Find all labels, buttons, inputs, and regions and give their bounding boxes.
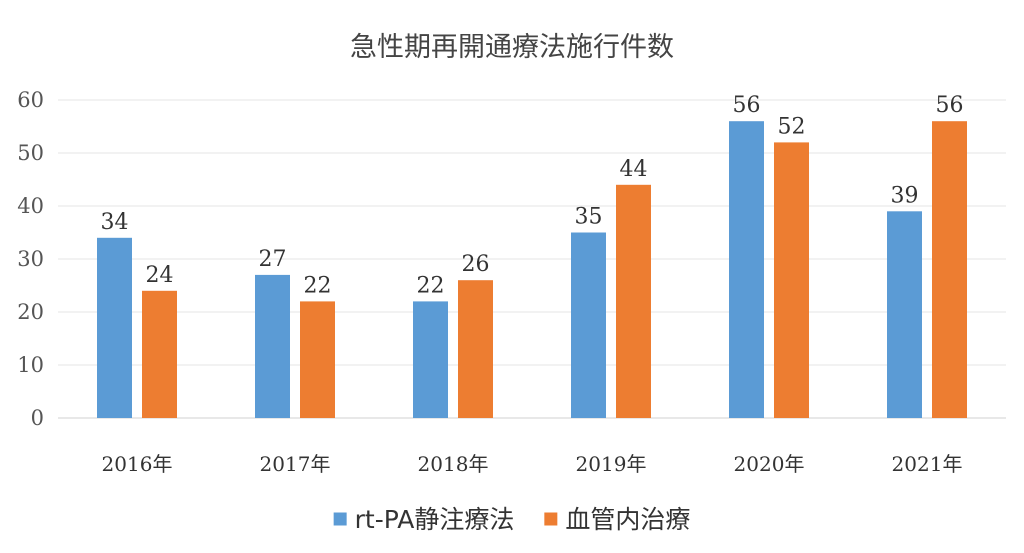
y-tick-label: 0 bbox=[31, 406, 44, 430]
data-label: 22 bbox=[304, 273, 332, 298]
y-axis-ticks: 0 10 20 30 40 50 60 bbox=[17, 88, 44, 430]
legend-item: rt-PA静注療法 bbox=[333, 505, 515, 534]
bar bbox=[729, 121, 764, 418]
bar bbox=[887, 211, 922, 418]
data-label: 27 bbox=[259, 247, 287, 272]
y-tick-label: 20 bbox=[17, 300, 44, 324]
data-label: 52 bbox=[778, 114, 806, 139]
chart-title: 急性期再開通療法施行件数 bbox=[350, 32, 674, 63]
bar bbox=[774, 142, 809, 418]
y-tick-label: 50 bbox=[17, 141, 44, 165]
legend-label: rt-PA静注療法 bbox=[355, 505, 515, 534]
bar bbox=[616, 184, 651, 418]
data-label: 35 bbox=[575, 205, 603, 230]
x-category-label: 2017年 bbox=[260, 452, 331, 476]
legend-label: 血管内治療 bbox=[565, 505, 690, 534]
y-tick-label: 30 bbox=[17, 247, 44, 271]
bar bbox=[571, 232, 606, 418]
data-label: 24 bbox=[146, 263, 174, 288]
x-axis-categories: 2016年 2017年 2018年 2019年 2020年 2021年 bbox=[102, 452, 963, 476]
data-label: 56 bbox=[733, 93, 761, 118]
data-labels: 34 24 27 22 22 26 35 44 56 52 39 56 bbox=[101, 93, 964, 298]
bar bbox=[458, 280, 493, 418]
data-label: 22 bbox=[417, 273, 445, 298]
bar bbox=[300, 301, 335, 418]
bar bbox=[255, 274, 290, 418]
bar bbox=[413, 301, 448, 418]
legend-item: 血管内治療 bbox=[544, 505, 690, 534]
gridlines bbox=[58, 99, 1006, 419]
y-tick-label: 60 bbox=[17, 88, 44, 112]
x-category-label: 2020年 bbox=[734, 452, 805, 476]
bar bbox=[142, 290, 177, 418]
bar bbox=[97, 237, 132, 418]
data-label: 39 bbox=[891, 183, 919, 208]
bar bbox=[932, 121, 967, 418]
data-label: 56 bbox=[936, 93, 964, 118]
x-category-label: 2019年 bbox=[576, 452, 647, 476]
y-tick-label: 40 bbox=[17, 194, 44, 218]
bars bbox=[97, 121, 967, 418]
x-category-label: 2018年 bbox=[418, 452, 489, 476]
legend-swatch bbox=[333, 512, 347, 526]
legend: rt-PA静注療法 血管内治療 bbox=[333, 505, 690, 534]
legend-swatch bbox=[544, 512, 558, 526]
data-label: 34 bbox=[101, 210, 129, 235]
y-tick-label: 10 bbox=[17, 353, 44, 377]
data-label: 26 bbox=[462, 252, 490, 277]
x-category-label: 2021年 bbox=[892, 452, 963, 476]
x-category-label: 2016年 bbox=[102, 452, 173, 476]
data-label: 44 bbox=[620, 157, 648, 182]
